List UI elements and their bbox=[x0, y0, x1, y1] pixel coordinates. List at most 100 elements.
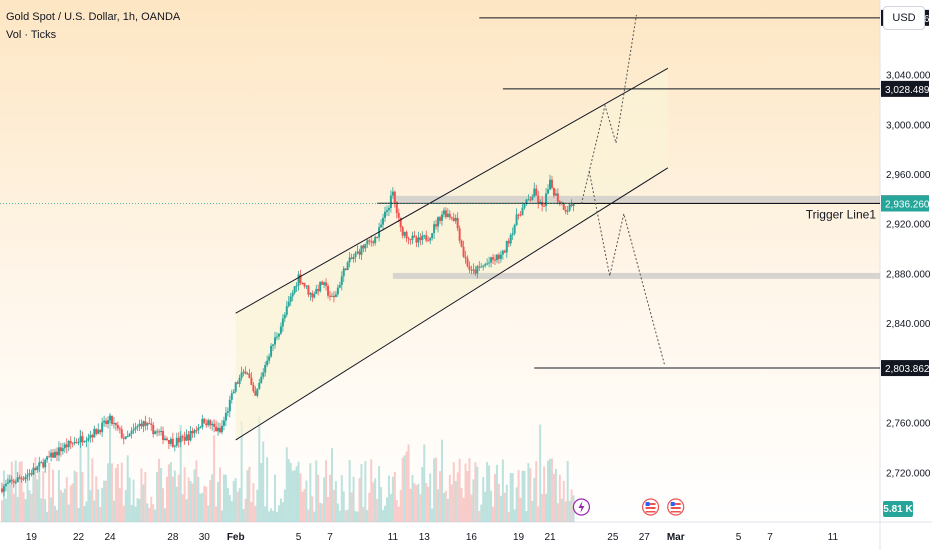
candle-body bbox=[541, 201, 544, 206]
candle-body bbox=[321, 281, 324, 285]
volume-bar bbox=[57, 469, 60, 522]
candle-body bbox=[415, 237, 418, 243]
y-tick-label: 2,880.000 bbox=[886, 269, 931, 280]
event-markers[interactable] bbox=[572, 498, 685, 516]
y-tick-label: 3,000.000 bbox=[886, 120, 931, 131]
candle-body bbox=[75, 441, 78, 443]
volume-bar bbox=[433, 458, 436, 522]
volume-bar bbox=[303, 489, 306, 522]
candle-body bbox=[142, 421, 145, 427]
candle-body bbox=[411, 235, 414, 240]
candle-body bbox=[160, 430, 163, 433]
volume-bar bbox=[401, 457, 404, 522]
candle-body bbox=[262, 372, 265, 377]
volume-bar bbox=[55, 509, 58, 522]
volume-bar bbox=[480, 504, 483, 522]
candle-body bbox=[293, 286, 296, 293]
volume-bar bbox=[476, 466, 479, 522]
volume-bar bbox=[144, 472, 147, 522]
volume-bar bbox=[24, 499, 27, 522]
volume-bar bbox=[268, 511, 271, 522]
candle-body bbox=[124, 436, 127, 439]
volume-bar bbox=[211, 474, 214, 522]
volume-bar bbox=[158, 458, 161, 522]
volume-bar bbox=[317, 474, 320, 522]
volume-bar bbox=[142, 484, 145, 522]
volume-bar bbox=[405, 451, 408, 522]
candle-body bbox=[289, 296, 292, 302]
candle-body bbox=[476, 266, 479, 274]
volume-bar bbox=[376, 498, 379, 522]
candle-body bbox=[344, 268, 347, 271]
volume-bar bbox=[122, 505, 125, 522]
candle-body bbox=[85, 440, 88, 442]
volume-bar bbox=[570, 489, 573, 522]
volume-bar bbox=[525, 511, 528, 522]
volume-bar bbox=[535, 461, 538, 522]
volume-bar bbox=[505, 484, 508, 522]
candle-body bbox=[215, 426, 218, 432]
volume-bar bbox=[138, 498, 141, 522]
candle-body bbox=[297, 274, 300, 286]
volume-bar bbox=[454, 480, 457, 522]
candle-body bbox=[393, 191, 396, 203]
candle-body bbox=[116, 424, 119, 429]
candle-body bbox=[495, 254, 498, 261]
volume-bar bbox=[503, 492, 506, 522]
volume-bar bbox=[236, 491, 239, 522]
candle-body bbox=[114, 422, 117, 425]
volume-bar bbox=[63, 488, 66, 522]
volume-bar bbox=[495, 464, 498, 522]
candle-body bbox=[444, 210, 447, 217]
candle-body bbox=[89, 435, 92, 438]
volume-bar bbox=[270, 508, 273, 522]
volume-bar bbox=[509, 473, 512, 522]
candle-body bbox=[468, 266, 471, 270]
volume-bar bbox=[529, 468, 532, 522]
volume-bar bbox=[22, 491, 25, 522]
x-tick-label: 19 bbox=[513, 532, 525, 543]
candle-body bbox=[338, 285, 341, 288]
volume-bar bbox=[140, 468, 143, 522]
volume-bar bbox=[30, 493, 33, 522]
candle-body bbox=[440, 214, 443, 221]
candle-body bbox=[556, 193, 559, 202]
volume-bar bbox=[332, 489, 335, 522]
volume-bar bbox=[494, 473, 496, 522]
candle-body bbox=[494, 259, 496, 261]
candle-body bbox=[87, 437, 90, 441]
candle-body bbox=[531, 196, 534, 200]
volume-bar bbox=[427, 486, 430, 522]
volume-bar bbox=[169, 462, 172, 522]
x-tick-label: 5 bbox=[296, 532, 302, 543]
candle-body bbox=[274, 337, 276, 345]
volume-bar bbox=[399, 489, 402, 522]
candle-body bbox=[122, 437, 125, 439]
candle-body bbox=[413, 235, 416, 238]
candle-body bbox=[213, 423, 216, 427]
volume-bar bbox=[448, 474, 451, 522]
volume-bar bbox=[550, 458, 553, 522]
candle-body bbox=[287, 301, 290, 307]
candle-body bbox=[327, 285, 330, 296]
candle-body bbox=[2, 486, 5, 492]
volume-bar bbox=[118, 488, 121, 522]
candle-body bbox=[523, 203, 526, 208]
volume-bar bbox=[552, 473, 555, 522]
volume-bar bbox=[203, 485, 206, 522]
volume-bar bbox=[305, 480, 308, 522]
volume-bar bbox=[452, 462, 455, 522]
volume-bar bbox=[490, 490, 493, 522]
candle-body bbox=[128, 433, 131, 437]
candle-body bbox=[372, 241, 375, 244]
candle-body bbox=[191, 431, 194, 434]
trigger-line-label: Trigger Line1 bbox=[806, 208, 877, 222]
currency-button[interactable]: USD bbox=[883, 6, 925, 30]
volume-bar bbox=[482, 477, 485, 522]
volume-bar bbox=[222, 474, 225, 522]
volume-bars bbox=[0, 414, 575, 522]
candle-body bbox=[425, 235, 428, 241]
candle-body bbox=[374, 236, 377, 244]
volume-bar bbox=[109, 414, 111, 522]
